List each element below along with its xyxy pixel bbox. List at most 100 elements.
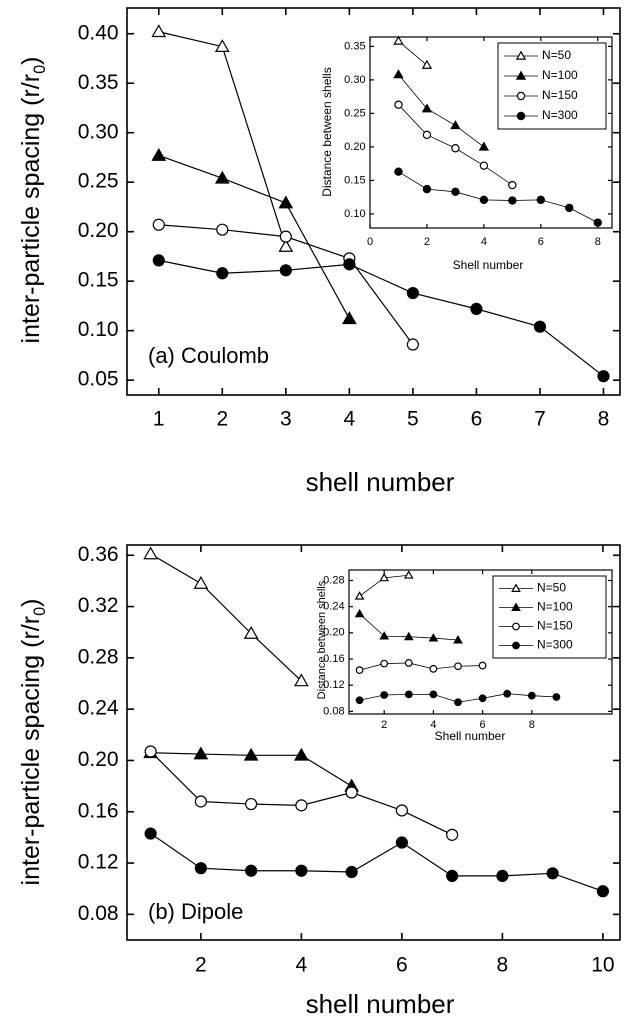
legend-marker: [511, 602, 521, 611]
marker: [429, 664, 438, 673]
marker: [597, 370, 610, 383]
marker: [151, 24, 167, 38]
legend-marker: [512, 622, 520, 631]
legend-label: N=150: [537, 619, 573, 633]
y-tick-label: 0.10: [78, 318, 119, 341]
series-line: [150, 553, 302, 682]
x-tick-label: 4: [296, 954, 308, 977]
y-tick-label: 0.36: [78, 543, 119, 566]
y-tick-label: 0.12: [323, 679, 344, 691]
marker: [395, 836, 408, 849]
x-tick-label: 3: [280, 408, 292, 431]
y-tick-label: 0.28: [78, 645, 119, 668]
y-axis-label: inter-particle spacing (r/r0): [17, 57, 50, 344]
y-tick-label: 0.20: [78, 219, 119, 242]
marker: [479, 195, 489, 205]
legend-label: N=300: [542, 108, 578, 122]
y-axis-label: Distance between shells: [316, 580, 328, 699]
marker: [446, 869, 459, 882]
marker: [294, 673, 309, 687]
y-tick-label: 0.15: [344, 174, 365, 186]
x-tick-label: 8: [595, 236, 601, 248]
marker: [450, 120, 461, 130]
y-tick-label: 0.12: [78, 851, 119, 874]
x-axis-label: shell number: [306, 989, 455, 1019]
legend-label: N=150: [542, 88, 578, 102]
legend-marker: [511, 583, 521, 592]
marker: [478, 141, 490, 151]
marker: [380, 659, 389, 668]
legend-marker: [515, 50, 527, 60]
x-tick-label: 2: [424, 236, 430, 248]
legend-label: N=100: [542, 68, 578, 82]
marker: [343, 258, 356, 271]
marker: [404, 690, 413, 699]
series-line: [158, 154, 350, 320]
y-axis-label-part: ): [17, 57, 45, 65]
series-line: [398, 171, 598, 223]
marker: [406, 286, 419, 300]
y-tick-label: 0.10: [344, 208, 365, 220]
marker: [596, 885, 610, 898]
marker: [404, 659, 413, 667]
marker: [508, 196, 517, 205]
y-tick-label: 0.32: [78, 594, 119, 617]
marker: [479, 161, 489, 170]
marker: [279, 230, 292, 243]
marker: [243, 625, 259, 639]
marker: [379, 631, 390, 640]
y-axis-label-part: ): [17, 599, 45, 607]
marker: [354, 608, 365, 618]
x-tick-label: 7: [534, 408, 546, 431]
marker: [216, 223, 229, 236]
marker: [341, 311, 357, 325]
y-axis-label-part: 0: [31, 607, 49, 616]
legend-label: N=300: [537, 638, 573, 652]
marker: [508, 180, 517, 190]
chart: 0 2 4 6 8 0.10 0.15 0.20 0.25 0.30 0.35 Shell numbe…: [320, 35, 613, 272]
marker: [394, 100, 403, 109]
x-tick-label: 2: [195, 954, 207, 977]
marker: [395, 804, 408, 817]
marker: [536, 195, 546, 205]
series-line: [398, 74, 485, 148]
marker: [245, 797, 258, 811]
series-line: [359, 662, 483, 671]
marker: [380, 691, 389, 699]
marker: [421, 103, 433, 113]
marker: [533, 320, 547, 333]
marker: [393, 69, 404, 79]
marker: [295, 864, 308, 877]
marker: [454, 698, 462, 707]
marker: [478, 661, 487, 670]
marker: [593, 218, 602, 227]
marker: [144, 827, 157, 840]
marker: [278, 239, 294, 252]
marker: [245, 864, 258, 877]
marker: [421, 59, 433, 69]
marker: [546, 867, 559, 880]
marker: [193, 575, 209, 589]
marker: [194, 862, 207, 875]
marker: [216, 267, 229, 280]
marker: [151, 147, 167, 161]
marker: [144, 745, 157, 758]
x-tick-label: 4: [430, 719, 436, 731]
marker: [527, 691, 536, 700]
marker: [354, 591, 365, 600]
y-tick-label: 0.25: [78, 170, 119, 193]
marker: [429, 690, 438, 699]
legend-marker: [512, 641, 520, 650]
marker: [194, 795, 207, 808]
marker: [214, 170, 230, 184]
y-tick-label: 0.16: [323, 653, 344, 665]
y-tick-label: 0.24: [323, 601, 344, 613]
marker: [470, 302, 483, 315]
y-tick-label: 0.35: [78, 71, 119, 94]
y-tick-label: 0.20: [78, 748, 119, 771]
x-tick-label: 6: [471, 408, 483, 431]
marker: [379, 572, 390, 582]
marker: [453, 635, 463, 644]
marker: [278, 195, 294, 209]
marker: [152, 254, 165, 267]
